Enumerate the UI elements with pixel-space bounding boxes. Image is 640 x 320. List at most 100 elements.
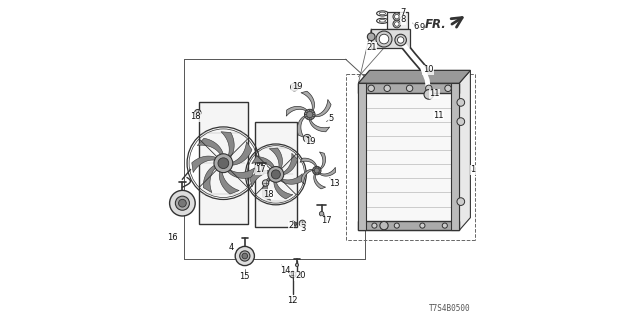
- Circle shape: [313, 170, 314, 171]
- Circle shape: [311, 110, 312, 111]
- Circle shape: [179, 199, 186, 207]
- Circle shape: [395, 34, 406, 46]
- Circle shape: [315, 167, 316, 168]
- Circle shape: [307, 110, 308, 111]
- Circle shape: [384, 85, 390, 92]
- Polygon shape: [192, 156, 218, 172]
- Polygon shape: [250, 171, 271, 187]
- Circle shape: [316, 167, 317, 168]
- Circle shape: [300, 220, 306, 227]
- Text: 21: 21: [366, 43, 376, 52]
- Circle shape: [457, 118, 465, 125]
- Polygon shape: [358, 221, 460, 230]
- Circle shape: [420, 223, 425, 228]
- Text: 1: 1: [470, 165, 476, 174]
- Circle shape: [236, 246, 255, 266]
- Text: 17: 17: [321, 216, 332, 225]
- Polygon shape: [230, 142, 252, 165]
- Circle shape: [457, 99, 465, 106]
- Text: 5: 5: [328, 114, 334, 123]
- Circle shape: [316, 173, 317, 174]
- Circle shape: [318, 173, 319, 174]
- Text: 18: 18: [263, 190, 273, 199]
- Circle shape: [296, 263, 299, 267]
- Polygon shape: [301, 91, 314, 111]
- Circle shape: [305, 136, 309, 140]
- Circle shape: [271, 170, 280, 179]
- Text: 4: 4: [228, 243, 234, 252]
- Circle shape: [305, 109, 315, 120]
- Polygon shape: [314, 173, 326, 189]
- Circle shape: [445, 85, 451, 92]
- Polygon shape: [358, 83, 460, 230]
- Circle shape: [368, 85, 374, 92]
- Circle shape: [242, 253, 248, 259]
- Text: 13: 13: [329, 179, 340, 188]
- Circle shape: [394, 223, 399, 228]
- Circle shape: [457, 198, 465, 205]
- Polygon shape: [358, 83, 460, 93]
- Circle shape: [319, 170, 321, 171]
- Polygon shape: [286, 106, 308, 116]
- Text: 16: 16: [168, 233, 178, 242]
- Text: 14: 14: [280, 266, 291, 275]
- Circle shape: [376, 31, 392, 47]
- Text: 3: 3: [301, 224, 306, 233]
- Circle shape: [442, 223, 447, 228]
- Polygon shape: [279, 174, 302, 184]
- Circle shape: [367, 33, 375, 41]
- Polygon shape: [309, 119, 330, 132]
- Circle shape: [170, 190, 195, 216]
- Text: 9: 9: [419, 23, 424, 32]
- Circle shape: [394, 22, 399, 26]
- Text: 7: 7: [401, 8, 406, 17]
- Circle shape: [260, 170, 264, 174]
- Circle shape: [393, 13, 401, 20]
- Text: 15: 15: [239, 272, 250, 281]
- Text: 11: 11: [433, 111, 444, 120]
- Text: FR.: FR.: [425, 18, 447, 31]
- Polygon shape: [252, 156, 275, 169]
- Circle shape: [319, 212, 324, 216]
- Circle shape: [262, 180, 269, 186]
- Circle shape: [426, 85, 432, 92]
- Polygon shape: [358, 70, 470, 83]
- Polygon shape: [274, 180, 293, 199]
- Polygon shape: [220, 170, 239, 194]
- Circle shape: [268, 166, 284, 182]
- Text: 8: 8: [401, 15, 406, 24]
- Circle shape: [214, 154, 233, 172]
- Circle shape: [195, 109, 201, 116]
- Circle shape: [306, 116, 307, 117]
- Polygon shape: [358, 83, 366, 230]
- Circle shape: [406, 85, 413, 92]
- Circle shape: [289, 271, 296, 278]
- Text: 19: 19: [292, 82, 302, 91]
- Circle shape: [313, 116, 314, 117]
- Polygon shape: [197, 138, 223, 156]
- Circle shape: [306, 112, 307, 113]
- Text: 19: 19: [305, 137, 316, 146]
- Polygon shape: [319, 167, 335, 176]
- Circle shape: [309, 118, 310, 119]
- Circle shape: [318, 167, 319, 168]
- Polygon shape: [314, 100, 331, 117]
- Polygon shape: [451, 83, 460, 230]
- Circle shape: [311, 118, 312, 119]
- Circle shape: [372, 223, 377, 228]
- Polygon shape: [227, 168, 255, 178]
- Circle shape: [394, 14, 399, 19]
- Polygon shape: [300, 158, 317, 167]
- Circle shape: [305, 114, 306, 115]
- Circle shape: [393, 20, 401, 28]
- Circle shape: [307, 118, 308, 119]
- Circle shape: [380, 221, 388, 230]
- Circle shape: [379, 34, 389, 44]
- Circle shape: [218, 158, 228, 169]
- Circle shape: [175, 196, 189, 210]
- Polygon shape: [262, 177, 271, 200]
- Circle shape: [292, 85, 296, 89]
- Circle shape: [291, 83, 298, 91]
- Circle shape: [397, 37, 404, 43]
- Text: 6: 6: [413, 22, 419, 31]
